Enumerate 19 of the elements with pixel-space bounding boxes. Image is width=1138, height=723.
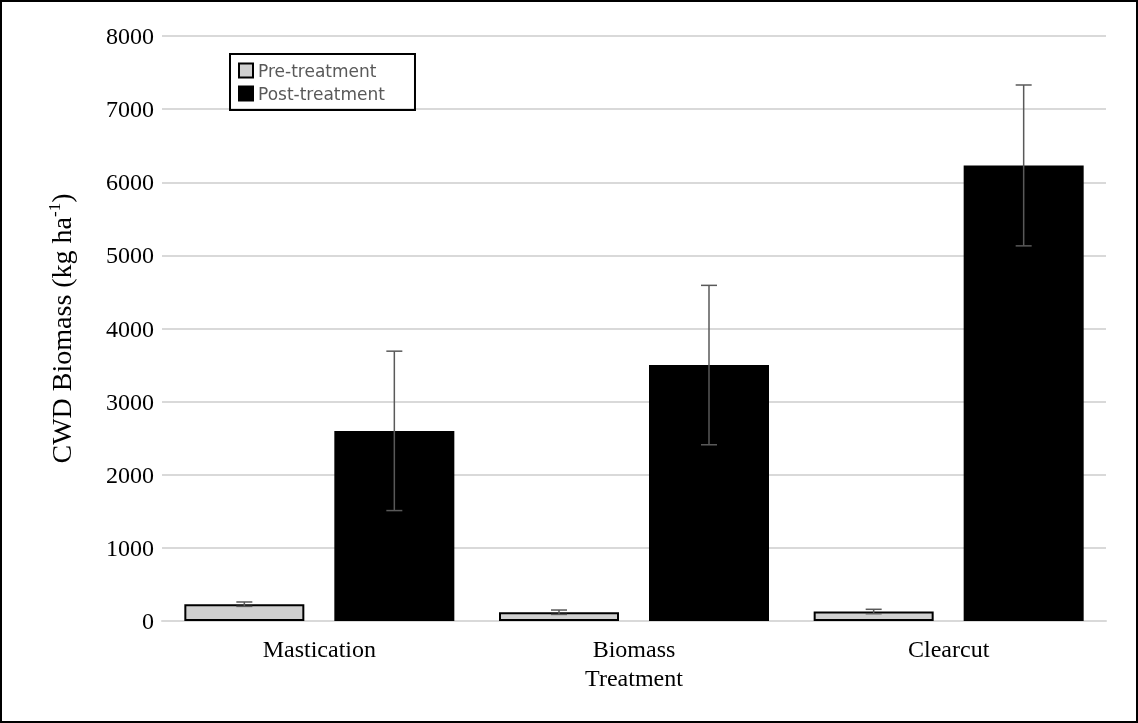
y-tick-label: 4000	[106, 315, 154, 342]
legend-label: Pre-treatment	[258, 60, 377, 81]
x-tick-label: Mastication	[262, 636, 376, 662]
x-tick-label: Clearcut	[908, 636, 990, 662]
x-axis-title: Treatment	[585, 664, 684, 691]
bar	[963, 165, 1084, 621]
y-tick-label: 5000	[106, 242, 154, 269]
y-axis-title: CWD Biomass (kg ha-1)	[45, 193, 77, 464]
x-tick-label: Biomass	[592, 636, 676, 662]
y-tick-label: 0	[142, 608, 154, 634]
y-tick-label: 3000	[106, 388, 154, 415]
y-tick-label: 6000	[106, 169, 154, 196]
y-tick-label: 8000	[106, 23, 154, 49]
bar	[334, 430, 455, 621]
y-tick-label: 2000	[106, 461, 154, 488]
bar	[649, 365, 769, 621]
y-tick-label: 7000	[106, 96, 154, 123]
legend-label: Post-treatment	[258, 83, 386, 104]
y-tick-label: 1000	[106, 534, 154, 561]
